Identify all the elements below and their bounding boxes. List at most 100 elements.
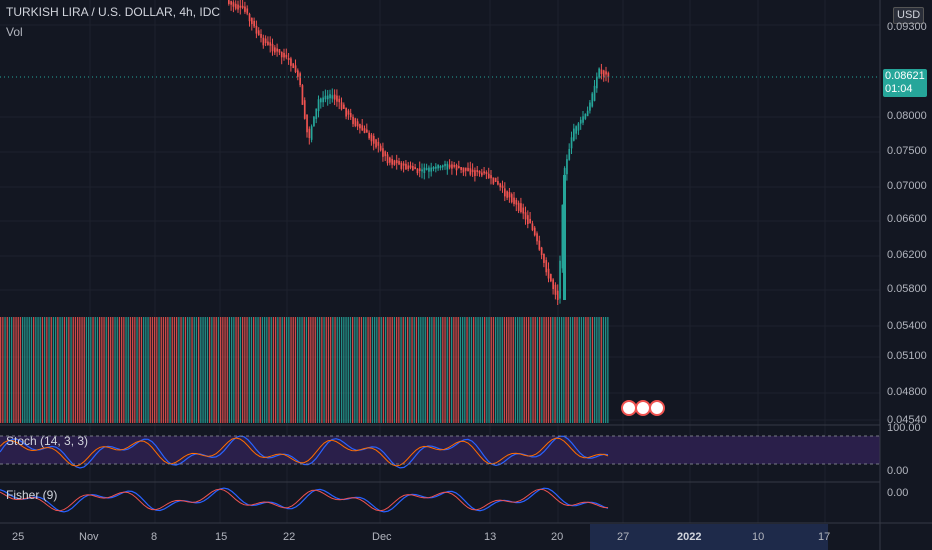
candle	[283, 52, 285, 58]
volume-bar	[323, 317, 325, 423]
volume-label[interactable]: Vol	[6, 25, 23, 39]
candle	[230, 1, 232, 5]
candle	[513, 197, 515, 204]
volume-bar	[387, 317, 389, 423]
candle	[287, 57, 290, 60]
candle	[393, 160, 396, 165]
volume-bar	[198, 317, 200, 423]
volume-bar	[314, 317, 316, 423]
candle	[474, 170, 476, 176]
candle	[377, 141, 380, 146]
date-label: 10	[752, 531, 765, 543]
candle	[386, 154, 389, 164]
volume-bar	[30, 317, 33, 423]
volume-bar	[231, 317, 233, 423]
candle	[294, 65, 297, 73]
volume-bar	[543, 317, 545, 423]
volume-bar	[565, 317, 567, 423]
volume-bar	[165, 317, 167, 423]
volume-bar	[88, 317, 90, 423]
volume-bar	[433, 317, 435, 423]
candle	[241, 5, 244, 8]
volume-bar	[580, 317, 583, 423]
volume-bar	[81, 317, 83, 423]
volume-bar	[578, 317, 580, 423]
volume-bar	[297, 317, 299, 423]
volume-bar	[495, 317, 497, 423]
candle	[333, 94, 336, 100]
candle	[573, 128, 575, 141]
date-label: 27	[617, 531, 630, 543]
volume-bar	[563, 317, 565, 423]
volume-bar	[200, 317, 202, 423]
candle	[533, 227, 536, 236]
candle	[285, 54, 288, 58]
volume-bar	[160, 317, 162, 423]
volume-bar	[459, 317, 462, 423]
volume-bar	[426, 317, 429, 423]
candle	[598, 68, 600, 78]
volume-bar	[169, 317, 171, 423]
volume-bar	[156, 317, 158, 423]
fisher-tick-0: 0.00	[887, 487, 909, 499]
volume-bar	[550, 317, 552, 423]
candle	[556, 290, 559, 300]
volume-bar	[378, 317, 380, 423]
volume-bar	[184, 317, 187, 423]
volume-bar	[107, 317, 110, 423]
volume-bar	[411, 317, 413, 423]
candle	[326, 95, 329, 100]
candle	[370, 134, 373, 142]
candle	[568, 148, 571, 160]
stoch-label[interactable]: Stoch (14, 3, 3)	[6, 434, 89, 448]
candle	[501, 185, 504, 189]
volume-bar	[2, 317, 4, 423]
candle	[248, 13, 251, 22]
volume-bar	[345, 317, 347, 423]
volume-bar	[116, 317, 118, 423]
candle	[257, 30, 260, 36]
volume-bar	[147, 317, 149, 423]
volume-bar	[367, 317, 369, 423]
candle	[228, 0, 230, 4]
candle	[347, 110, 350, 115]
volume-bar	[294, 317, 297, 423]
candle	[506, 191, 508, 198]
volume-bar	[50, 317, 52, 423]
volume-bar	[600, 317, 602, 423]
volume-bar	[79, 317, 81, 423]
volume-bar	[248, 317, 250, 423]
symbol-title[interactable]: TURKISH LIRA / U.S. DOLLAR, 4h, IDC	[6, 5, 221, 19]
candle	[278, 49, 281, 53]
date-label: 20	[551, 531, 564, 543]
candle	[524, 212, 527, 220]
volume-bar	[466, 317, 468, 423]
volume-bar	[376, 317, 378, 423]
volume-bar	[380, 317, 382, 423]
volume-bar	[129, 317, 132, 423]
volume-bar	[475, 317, 477, 423]
volume-bar	[488, 317, 490, 423]
fisher-label[interactable]: Fisher (9)	[6, 488, 58, 502]
price-tick: 0.07500	[887, 145, 927, 157]
volume-bar	[569, 317, 572, 423]
volume-bar	[94, 317, 96, 423]
currency-badge[interactable]: USD	[893, 7, 925, 24]
event-icons[interactable]	[621, 400, 665, 416]
volume-bar	[389, 317, 391, 423]
candle	[469, 168, 472, 175]
volume-bar	[393, 317, 396, 423]
volume-bar	[492, 317, 495, 423]
volume-bar	[363, 317, 365, 423]
volume-bar	[110, 317, 112, 423]
volume-bar	[66, 317, 68, 423]
volume-bar	[343, 317, 345, 423]
volume-bar	[0, 317, 2, 423]
volume-bar	[336, 317, 338, 423]
candle	[593, 85, 596, 101]
volume-bar	[4, 317, 6, 423]
candle	[313, 116, 315, 127]
volume-bar	[171, 317, 173, 423]
candle	[412, 166, 414, 171]
